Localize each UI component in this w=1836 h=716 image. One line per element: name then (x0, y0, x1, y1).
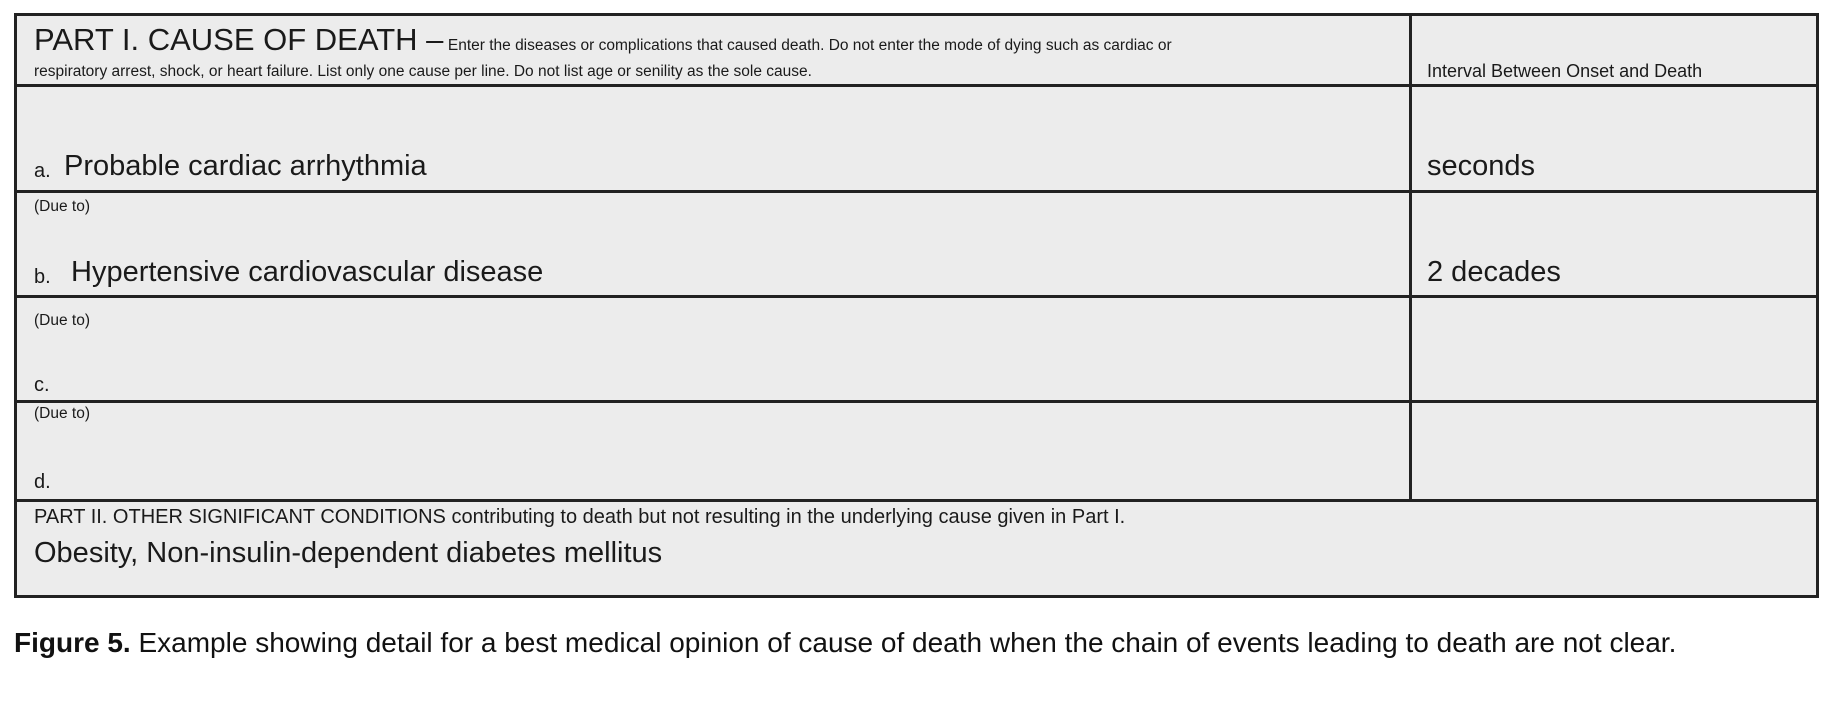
figure-label: Figure 5. (14, 627, 131, 658)
row-divider (17, 84, 1816, 87)
part2-value[interactable]: Obesity, Non-insulin-dependent diabetes … (34, 537, 663, 569)
part1-instructions: Enter the diseases or complications that… (447, 37, 1172, 54)
row-divider (17, 400, 1816, 403)
interval-value[interactable]: seconds (1427, 150, 1536, 182)
part1-header: PART I. CAUSE OF DEATH – Enter the disea… (34, 22, 1172, 58)
cause-value[interactable]: Probable cardiac arrhythmia (64, 150, 427, 182)
cause-value[interactable]: Hypertensive cardiovascular disease (71, 256, 544, 288)
part1-title: PART I. CAUSE OF DEATH – (34, 22, 444, 57)
line-letter: b. (34, 266, 51, 288)
part2-label: PART II. OTHER SIGNIFICANT CONDITIONS co… (34, 506, 1126, 528)
row-divider (17, 295, 1816, 298)
row-divider (17, 190, 1816, 193)
caption-text: Example showing detail for a best medica… (130, 627, 1677, 658)
due-to-label: (Due to) (34, 198, 90, 215)
column-divider (1409, 16, 1412, 499)
due-to-label: (Due to) (34, 312, 90, 329)
death-certificate-form: PART I. CAUSE OF DEATH – Enter the disea… (14, 13, 1819, 598)
figure-caption: Figure 5. Example showing detail for a b… (14, 624, 1819, 661)
row-divider (17, 499, 1816, 502)
interval-header: Interval Between Onset and Death (1427, 61, 1703, 81)
line-letter: a. (34, 160, 51, 182)
part1-instructions-line2: respiratory arrest, shock, or heart fail… (34, 63, 812, 80)
due-to-label: (Due to) (34, 405, 90, 422)
line-letter: d. (34, 471, 51, 493)
interval-value[interactable]: 2 decades (1427, 256, 1561, 288)
line-letter: c. (34, 374, 50, 396)
